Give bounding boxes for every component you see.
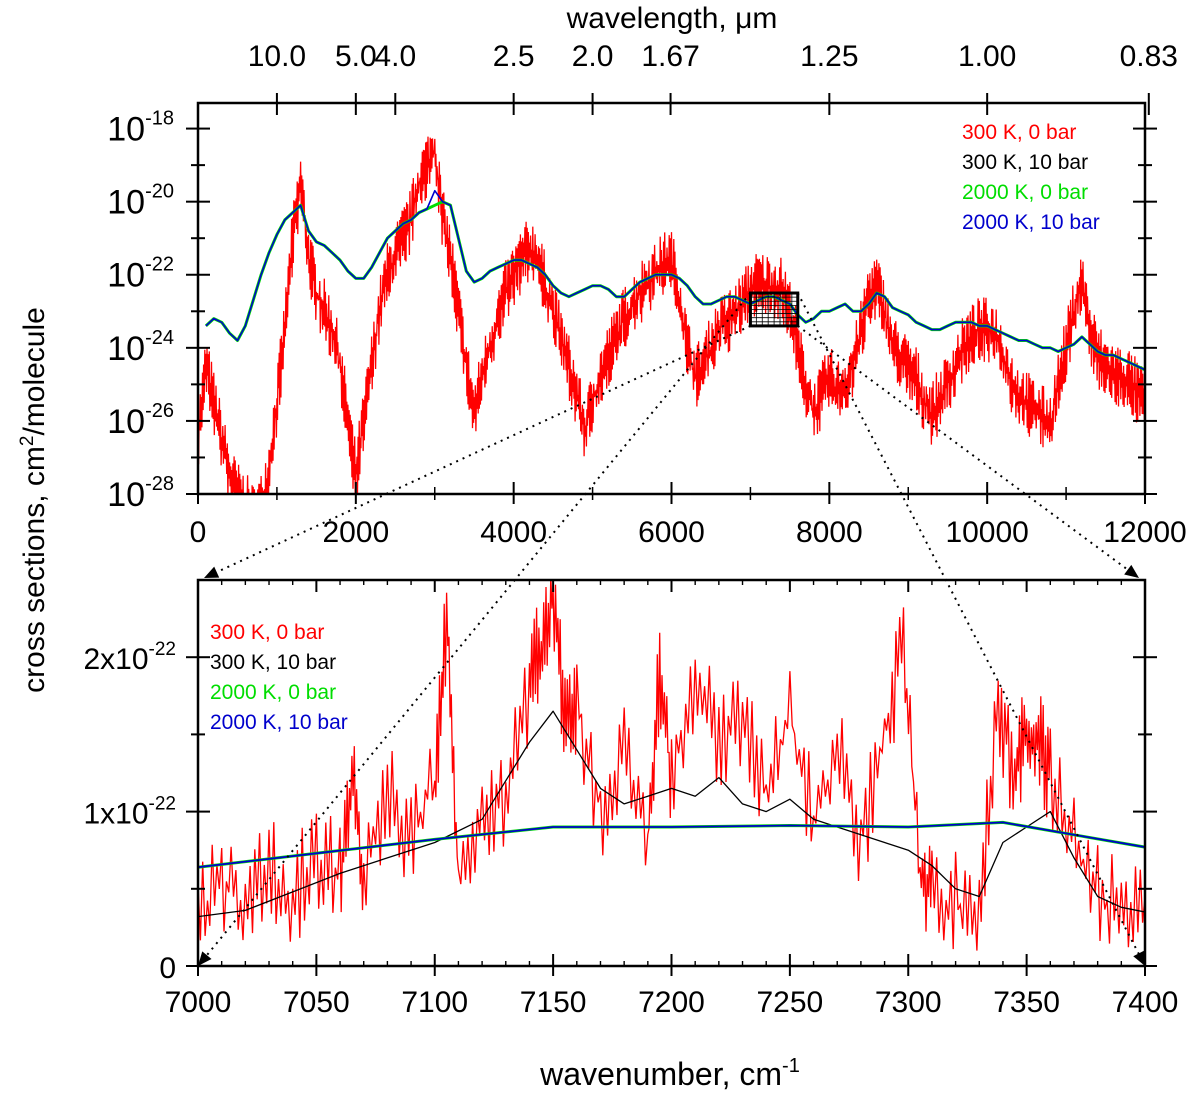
legend-overview: 300 K, 0 bar 300 K, 10 bar 2000 K, 0 bar… (962, 121, 1100, 234)
series-300K-0bar-line (198, 580, 1145, 951)
top-axis-tick-label: 4.0 (374, 40, 416, 73)
top-axis-tick-label: 1.25 (800, 40, 858, 73)
x-tick-label: 2000 (322, 516, 389, 549)
x-tick-label: 7400 (1112, 986, 1179, 1019)
series-300K-10bar-line (198, 710, 1145, 918)
top-axis-tick-label: 1.67 (641, 40, 699, 73)
y-tick-label: 10-24 (107, 327, 174, 368)
y-tick-label: 2x10-22 (83, 639, 176, 676)
y-tick-label: 1x10-22 (83, 794, 176, 831)
overview-series (198, 136, 1145, 494)
x-tick-label: 7250 (757, 986, 824, 1019)
connector-line (197, 292, 752, 967)
legend-item: 300 K, 0 bar (962, 121, 1076, 144)
x-tick-label: 0 (190, 516, 207, 549)
legend-zoom: 300 K, 0 bar 300 K, 10 bar 2000 K, 0 bar… (210, 621, 348, 734)
top-axis-tick-label: 2.5 (493, 40, 535, 73)
x-tick-label: 8000 (796, 516, 863, 549)
x-tick-label: 7150 (520, 986, 587, 1019)
y-tick-label: 10-20 (107, 181, 174, 222)
legend-item: 2000 K, 10 bar (962, 211, 1100, 234)
zoom-box-frame (748, 291, 800, 328)
y-tick-label: 10-18 (107, 108, 174, 149)
x-tick-label: 7000 (165, 986, 232, 1019)
zoom-panel: 7000 7050 7100 7150 7200 7250 7300 7350 7400 0 1x1… (83, 578, 1179, 1019)
series-2000K-10bar-line (205, 189, 1145, 371)
connector-line (796, 292, 1146, 967)
zoom-box (748, 291, 800, 328)
series-2000K-10bar-line (198, 821, 1145, 869)
x-tick-label: 10000 (945, 516, 1028, 549)
top-axis-title: wavelength, μm (566, 2, 778, 35)
x-axis-title: wavenumber, cm-1 (539, 1055, 800, 1092)
legend-item: 2000 K, 10 bar (210, 711, 348, 734)
connector-line (797, 325, 1140, 579)
x-tick-label: 7200 (638, 986, 705, 1019)
x-tick-label: 7050 (283, 986, 350, 1019)
x-tick-label: 7300 (875, 986, 942, 1019)
y-tick-label: 0 (159, 952, 176, 985)
top-axis-tick-label: 10.0 (248, 40, 306, 73)
overview-panel: 0 2000 4000 6000 8000 10000 12000 10-18 10-20 10-… (107, 40, 1186, 549)
legend-item: 300 K, 10 bar (210, 651, 336, 674)
x-tick-label: 7100 (401, 986, 468, 1019)
legend-item: 300 K, 10 bar (962, 151, 1088, 174)
x-tick-label: 7350 (993, 986, 1060, 1019)
x-tick-label: 4000 (480, 516, 547, 549)
y-tick-label: 10-22 (107, 254, 174, 295)
top-axis-tick-label: 2.0 (572, 40, 614, 73)
series-300K-0bar-line (198, 136, 1145, 494)
connector-arrowhead (1124, 564, 1139, 578)
top-axis-tick-label: 0.83 (1120, 40, 1178, 73)
zoom-connectors (197, 292, 1146, 967)
top-axis-tick-label: 1.00 (958, 40, 1016, 73)
x-tick-label: 12000 (1103, 516, 1186, 549)
legend-item: 2000 K, 0 bar (210, 681, 336, 704)
y-tick-label: 10-26 (107, 400, 174, 441)
connector-arrowhead (198, 951, 212, 966)
y-tick-label: 10-28 (107, 473, 174, 514)
legend-item: 2000 K, 0 bar (962, 181, 1088, 204)
top-axis-tick-label: 5.0 (335, 40, 377, 73)
connector-arrowhead (204, 566, 220, 578)
zoom-series (198, 580, 1145, 951)
x-tick-label: 6000 (638, 516, 705, 549)
y-axis-title: cross sections, cm2/molecule (17, 307, 51, 693)
connector-arrowhead (1133, 950, 1145, 966)
legend-item: 300 K, 0 bar (210, 621, 324, 644)
